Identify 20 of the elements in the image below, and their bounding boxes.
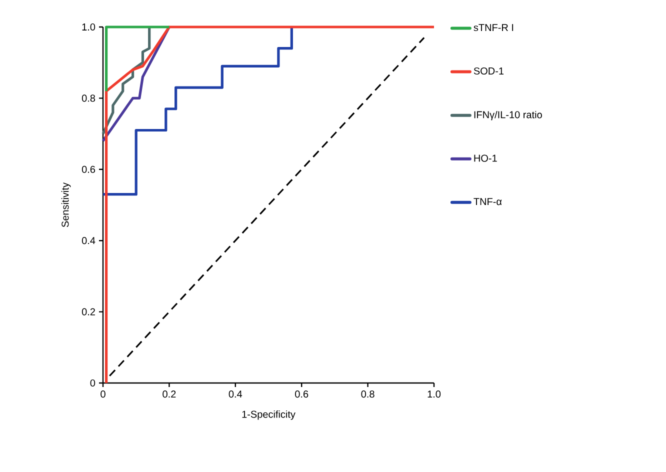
x-tick-label: 0 bbox=[100, 390, 106, 398]
x-axis-title: 1-Specificity bbox=[242, 410, 296, 420]
legend-label: SOD-1 bbox=[474, 67, 504, 75]
y-axis-title: Sensitivity bbox=[61, 182, 71, 228]
line-series bbox=[102, 26, 293, 196]
y-tick-label: 0.8 bbox=[82, 94, 96, 102]
legend-label: TNF-α bbox=[474, 198, 502, 206]
x-tick-label: 0.8 bbox=[361, 390, 374, 398]
legend-label: IFNγ/IL-10 ratio bbox=[474, 110, 542, 120]
y-tick-label: 1.0 bbox=[82, 23, 96, 31]
y-tick-label: 0.2 bbox=[82, 308, 95, 316]
x-tick-label: 0.2 bbox=[162, 390, 176, 398]
y-tick-label: 0.6 bbox=[82, 166, 96, 173]
y-tick-label: 0 bbox=[90, 379, 96, 387]
legend-label: sTNF-R I bbox=[474, 24, 514, 32]
x-tick-label: 0.6 bbox=[295, 390, 308, 398]
x-tick-label: 0.4 bbox=[228, 390, 242, 398]
legend-label: HO-1 bbox=[474, 154, 497, 162]
x-tick-label: 1.0 bbox=[428, 390, 441, 398]
y-tick-label: 0.4 bbox=[82, 237, 96, 244]
